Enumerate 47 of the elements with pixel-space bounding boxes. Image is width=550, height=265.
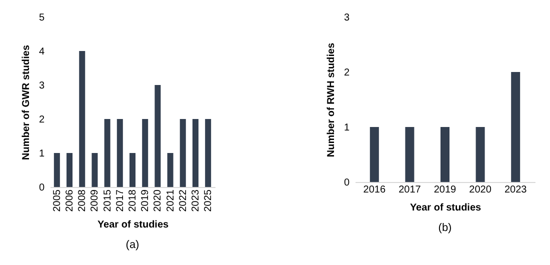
x-tick-label: 2019 bbox=[140, 189, 152, 212]
x-tick-label: 2016 bbox=[363, 184, 386, 196]
x-tick-label: 2023 bbox=[504, 184, 528, 196]
y-tick-label: 5 bbox=[38, 12, 45, 24]
bar bbox=[66, 153, 73, 187]
y-tick-label: 1 bbox=[38, 148, 45, 160]
y-tick-label: 2 bbox=[344, 68, 350, 78]
x-tick-label: 2020 bbox=[469, 184, 492, 196]
x-tick-label: 2017 bbox=[114, 189, 126, 212]
y-tick-label: 2 bbox=[38, 114, 45, 126]
x-axis-title: Year of studies bbox=[97, 220, 170, 231]
bar bbox=[92, 153, 98, 187]
x-tick-label: 2023 bbox=[190, 189, 202, 212]
y-axis-title: Number of RWH studies bbox=[326, 42, 337, 158]
x-axis-title: Year of studies bbox=[410, 202, 482, 214]
x-tick-label: 2006 bbox=[64, 189, 76, 212]
bar bbox=[130, 153, 136, 187]
x-tick-label: 2018 bbox=[128, 189, 138, 212]
text: (a) bbox=[126, 239, 140, 252]
y-axis-title: Number of GWR studies bbox=[20, 44, 32, 160]
x-tick-label: 2008 bbox=[77, 189, 88, 212]
x-tick-label: 2020 bbox=[152, 189, 164, 212]
y-tick-label: 0 bbox=[344, 178, 350, 188]
x-tick-label: 2019 bbox=[434, 184, 457, 196]
bar bbox=[180, 119, 186, 187]
y-tick-label: 3 bbox=[38, 80, 45, 92]
bar bbox=[167, 153, 174, 187]
x-tick-label: 2005 bbox=[52, 189, 63, 212]
x-tick-label: 2009 bbox=[90, 189, 101, 212]
bar bbox=[79, 51, 86, 187]
bar bbox=[154, 85, 161, 187]
bar bbox=[54, 153, 60, 187]
x-tick-label: 2025 bbox=[203, 189, 214, 212]
x-tick-label: 2022 bbox=[178, 189, 189, 212]
y-tick-label: 0 bbox=[38, 182, 45, 194]
y-tick-label: 1 bbox=[344, 122, 350, 134]
text: (b) bbox=[438, 222, 452, 234]
x-tick-label: 2021 bbox=[165, 189, 176, 212]
bar bbox=[142, 119, 148, 187]
bar bbox=[116, 119, 123, 187]
bar bbox=[205, 119, 212, 187]
bar bbox=[192, 119, 198, 187]
y-tick-label: 3 bbox=[344, 12, 350, 24]
x-tick-label: 2015 bbox=[102, 189, 114, 212]
x-tick-label: 2017 bbox=[398, 184, 422, 196]
y-tick-label: 4 bbox=[38, 46, 45, 58]
bar bbox=[104, 119, 110, 187]
